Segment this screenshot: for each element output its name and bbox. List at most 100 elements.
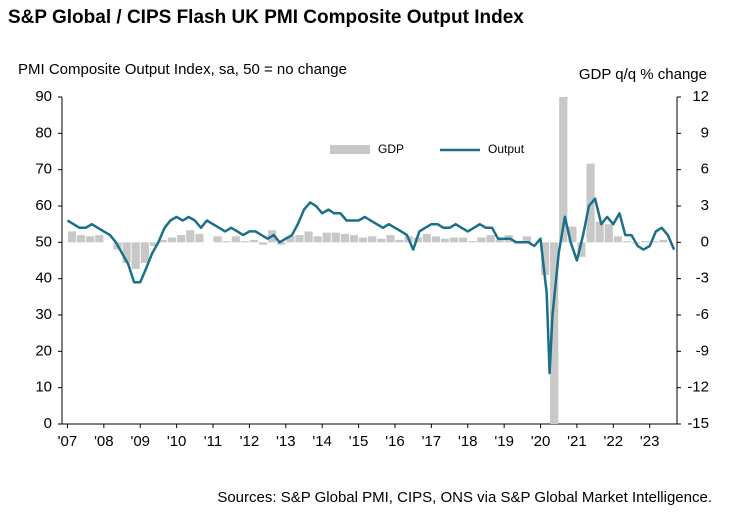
gdp-bar xyxy=(86,236,95,243)
gdp-bar xyxy=(359,237,368,243)
gdp-bar xyxy=(459,237,468,243)
y2-tick-label: 12 xyxy=(692,88,709,105)
x-tick-label: '15 xyxy=(349,433,369,450)
x-tick-label: '18 xyxy=(458,433,478,450)
gdp-bar xyxy=(377,238,386,243)
output-line xyxy=(66,197,676,375)
gdp-bar xyxy=(240,241,249,243)
gdp-bar xyxy=(340,233,350,243)
gdp-bar xyxy=(213,236,222,243)
gdp-bar xyxy=(622,241,632,243)
x-tick-label: '20 xyxy=(531,433,551,450)
y2-tick-label: -12 xyxy=(687,379,709,396)
gdp-bar xyxy=(659,239,668,243)
x-tick-label: '23 xyxy=(640,433,660,450)
gdp-bar xyxy=(568,226,577,243)
gdp-bar xyxy=(222,241,231,243)
y-tick-label: 20 xyxy=(35,342,52,359)
gdp-bar xyxy=(650,241,659,243)
x-tick-label: '16 xyxy=(385,433,405,450)
gdp-bar xyxy=(349,235,359,243)
y2-tick-label: -6 xyxy=(696,306,709,323)
chart-title: S&P Global / CIPS Flash UK PMI Composite… xyxy=(8,7,524,28)
x-tick-label: '22 xyxy=(604,433,624,450)
x-tick-label: '19 xyxy=(494,433,514,450)
gdp-bar xyxy=(386,235,395,243)
y-axis-label: PMI Composite Output Index, sa, 50 = no … xyxy=(18,61,347,78)
y-tick-label: 50 xyxy=(35,233,52,250)
gdp-bar xyxy=(258,242,268,245)
legend-label: Output xyxy=(488,142,525,156)
y-tick-label: 40 xyxy=(35,270,52,287)
x-tick-label: '10 xyxy=(167,433,187,450)
gdp-bar xyxy=(67,231,77,243)
gdp-bar xyxy=(613,236,622,243)
gdp-bar xyxy=(331,232,340,243)
gdp-bar xyxy=(186,230,195,243)
x-tick-label: '07 xyxy=(58,433,78,450)
y2-tick-label: 0 xyxy=(701,233,709,250)
y2-tick-label: -9 xyxy=(696,342,709,359)
gdp-bar xyxy=(131,242,140,269)
x-tick-label: '14 xyxy=(312,433,332,450)
lines xyxy=(66,197,676,375)
y2-axis-label: GDP q/q % change xyxy=(579,66,707,83)
gdp-bar xyxy=(431,236,441,243)
y-tick-label: 60 xyxy=(35,197,52,214)
gdp-bar xyxy=(286,236,295,243)
gdp-bar xyxy=(322,232,331,243)
source-note: Sources: S&P Global PMI, CIPS, ONS via S… xyxy=(217,489,712,506)
gdp-bar xyxy=(477,237,486,243)
y-tick-label: 70 xyxy=(35,161,52,178)
gdp-bar xyxy=(158,239,168,243)
gdp-bar xyxy=(368,236,377,243)
x-tick-label: '09 xyxy=(130,433,150,450)
gdp-bar xyxy=(304,231,313,243)
legend-label: GDP xyxy=(378,142,404,156)
gdp-bar xyxy=(313,236,322,243)
gdp-bar xyxy=(249,239,259,243)
gdp-bar xyxy=(595,221,604,243)
y2-tick-label: 9 xyxy=(701,124,709,141)
gdp-bar xyxy=(468,241,477,243)
gdp-bar xyxy=(641,241,650,243)
gdp-bar xyxy=(522,236,531,243)
gdp-bar xyxy=(77,235,86,243)
x-tick-label: '11 xyxy=(204,433,222,450)
y2-tick-label: 3 xyxy=(701,197,709,214)
x-tick-label: '17 xyxy=(422,433,442,450)
y2-tick-label: -3 xyxy=(696,270,709,287)
bars xyxy=(67,97,668,424)
x-tick-label: '12 xyxy=(240,433,260,450)
gdp-bar xyxy=(550,242,559,424)
gdp-bar xyxy=(604,224,613,243)
legend-swatch xyxy=(330,145,370,154)
gdp-bar xyxy=(177,235,186,243)
gdp-bar xyxy=(95,235,104,243)
gdp-bar xyxy=(450,237,459,243)
gdp-bar xyxy=(486,235,495,243)
gdp-bar xyxy=(577,242,586,257)
gdp-bar xyxy=(395,239,404,243)
gdp-bar xyxy=(122,242,131,263)
gdp-bar xyxy=(440,238,450,243)
gdp-bar xyxy=(277,242,286,245)
y-tick-label: 90 xyxy=(35,88,52,105)
gdp-bar xyxy=(231,236,240,243)
y2-tick-label: -15 xyxy=(687,415,709,432)
gdp-bar xyxy=(140,242,149,263)
y-tick-label: 80 xyxy=(35,124,52,141)
gdp-bar xyxy=(540,242,550,276)
gdp-bar xyxy=(295,235,304,243)
x-tick-label: '08 xyxy=(94,433,114,450)
gdp-bar xyxy=(495,239,504,243)
gdp-bar xyxy=(149,242,158,246)
x-tick-label: '21 xyxy=(567,433,587,450)
y-tick-label: 10 xyxy=(35,379,52,396)
y-tick-label: 30 xyxy=(35,306,52,323)
y-tick-label: 0 xyxy=(44,415,52,432)
y2-tick-label: 6 xyxy=(701,161,709,178)
gdp-bar xyxy=(422,233,431,243)
gdp-bar xyxy=(559,97,568,243)
